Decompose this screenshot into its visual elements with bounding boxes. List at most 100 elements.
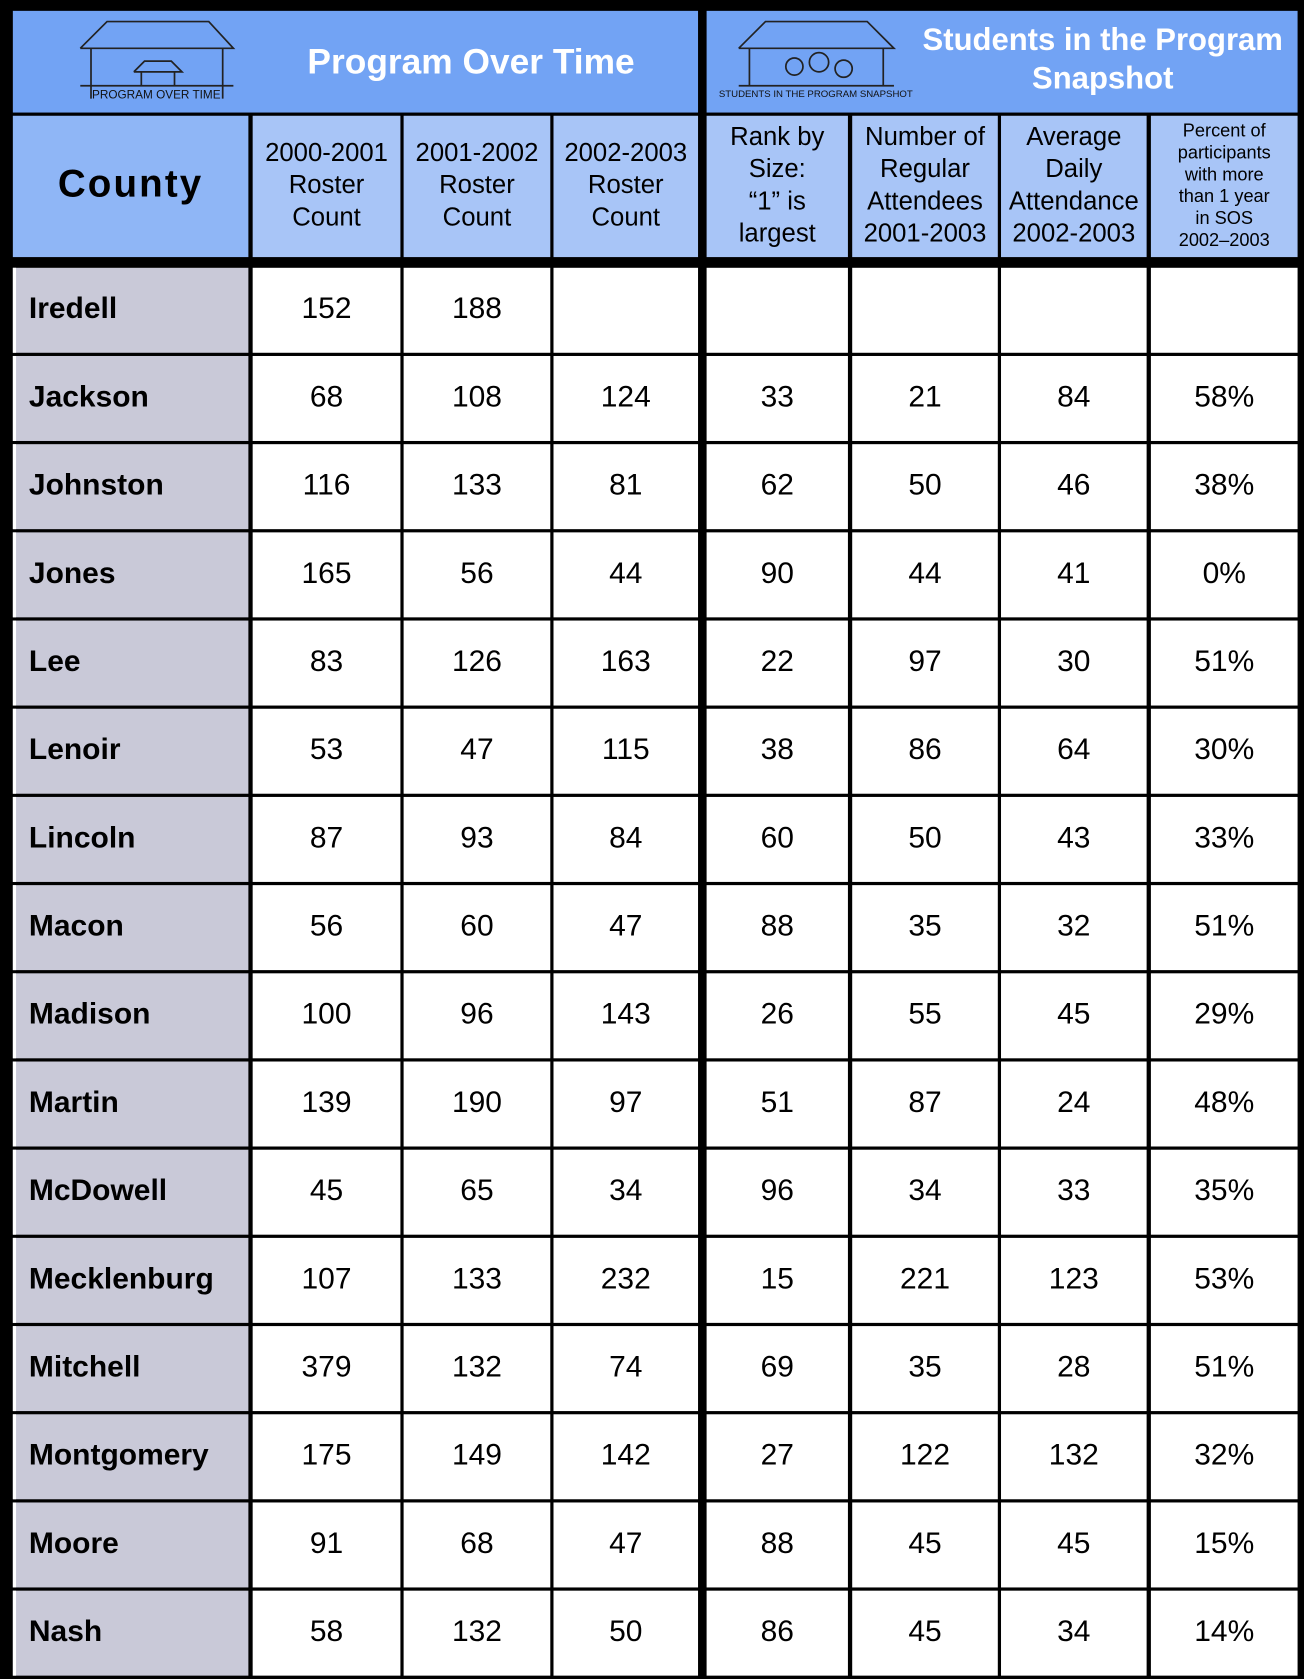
data-cell <box>1001 355 1147 441</box>
data-cell <box>252 708 401 794</box>
group-title: Students in the Program <box>923 22 1283 57</box>
data-cell <box>852 1326 998 1412</box>
cell-value: 41 <box>1057 557 1090 590</box>
data-cell <box>706 1149 848 1235</box>
data-cell <box>706 444 848 530</box>
cell-value: 34 <box>908 1174 941 1207</box>
county-cell <box>12 1061 249 1147</box>
data-cell <box>852 1149 998 1235</box>
header-text: 2002–2003 <box>1179 230 1270 250</box>
cell-value: 0% <box>1203 557 1246 590</box>
data-cell <box>403 1237 551 1323</box>
data-cell <box>852 620 998 706</box>
icon-label: PROGRAM OVER TIME <box>92 89 221 102</box>
data-cell <box>1001 1590 1147 1676</box>
data-cell <box>403 973 551 1059</box>
data-cell <box>1001 885 1147 971</box>
header-text: Roster <box>289 171 365 199</box>
data-cell <box>852 796 998 882</box>
cell-highlight <box>12 885 17 971</box>
data-cell <box>553 1149 699 1235</box>
cell-value: 45 <box>310 1174 343 1207</box>
cell-value: 163 <box>601 645 651 678</box>
header-cell <box>1001 115 1147 258</box>
data-cell <box>1150 1061 1298 1147</box>
cell-value: 50 <box>609 1615 642 1648</box>
county-cell <box>12 1149 249 1235</box>
cell-value: 46 <box>1057 469 1090 502</box>
data-cell <box>553 620 699 706</box>
cell-value: 165 <box>302 557 352 590</box>
data-cell <box>852 1061 998 1147</box>
county-name: Mecklenburg <box>29 1262 214 1295</box>
cell-value: 93 <box>460 821 493 854</box>
data-cell <box>1001 973 1147 1059</box>
data-cell <box>403 355 551 441</box>
cell-value: 221 <box>900 1262 950 1295</box>
cell-value: 21 <box>908 380 941 413</box>
cell-value: 53 <box>310 733 343 766</box>
data-cell <box>252 620 401 706</box>
cell-value: 33% <box>1194 821 1254 854</box>
data-cell <box>553 1590 699 1676</box>
house-icon <box>738 20 897 87</box>
data-cell <box>252 973 401 1059</box>
cell-value: 88 <box>761 910 794 943</box>
header-text: Roster <box>439 171 515 199</box>
cell-value: 38 <box>761 733 794 766</box>
county-cell <box>12 532 249 618</box>
cell-value: 83 <box>310 645 343 678</box>
cell-value: 53% <box>1194 1262 1254 1295</box>
data-cell <box>852 355 998 441</box>
group-title: Program Over Time <box>307 43 634 82</box>
header-text: participants <box>1178 142 1271 162</box>
data-cell <box>1150 1237 1298 1323</box>
header-text: in SOS <box>1195 208 1253 228</box>
cell-highlight <box>12 1326 17 1412</box>
header-text: Count <box>443 203 512 231</box>
cell-value: 97 <box>609 1086 642 1119</box>
county-cell <box>12 885 249 971</box>
cell-value: 47 <box>609 910 642 943</box>
cell-highlight <box>12 620 17 706</box>
data-cell <box>553 885 699 971</box>
data-cell <box>403 1502 551 1588</box>
cell-value: 123 <box>1049 1262 1099 1295</box>
data-cell <box>252 1237 401 1323</box>
cell-value: 132 <box>452 1351 502 1384</box>
cell-value: 62 <box>761 469 794 502</box>
header-text: 2000-2001 <box>265 139 388 167</box>
header-cell <box>553 115 699 258</box>
header-text: 2001-2003 <box>864 219 987 247</box>
cell-highlight <box>12 1149 17 1235</box>
cell-value: 38% <box>1194 469 1254 502</box>
cell-value: 122 <box>900 1439 950 1472</box>
cell-value: 100 <box>302 998 352 1031</box>
county-name: Lenoir <box>29 733 121 766</box>
cell-value: 96 <box>761 1174 794 1207</box>
data-cell <box>852 267 998 353</box>
cell-value: 56 <box>310 910 343 943</box>
cell-value: 58% <box>1194 380 1254 413</box>
data-cell <box>252 1149 401 1235</box>
data-cell <box>1150 532 1298 618</box>
cell-value: 35% <box>1194 1174 1254 1207</box>
cell-value: 44 <box>609 557 642 590</box>
cell-value: 86 <box>761 1615 794 1648</box>
cell-value: 22 <box>761 645 794 678</box>
data-cell <box>553 1502 699 1588</box>
county-cell <box>12 708 249 794</box>
group-title: Snapshot <box>1032 61 1173 96</box>
cell-value: 44 <box>908 557 941 590</box>
cell-value: 24 <box>1057 1086 1090 1119</box>
data-cell <box>852 1237 998 1323</box>
cell-value: 96 <box>460 998 493 1031</box>
data-cell <box>1001 1149 1147 1235</box>
data-cell <box>252 1590 401 1676</box>
cell-value: 143 <box>601 998 651 1031</box>
header-text: 2001-2002 <box>416 139 539 167</box>
cell-value: 68 <box>460 1527 493 1560</box>
data-cell <box>1001 796 1147 882</box>
cell-value: 35 <box>908 910 941 943</box>
